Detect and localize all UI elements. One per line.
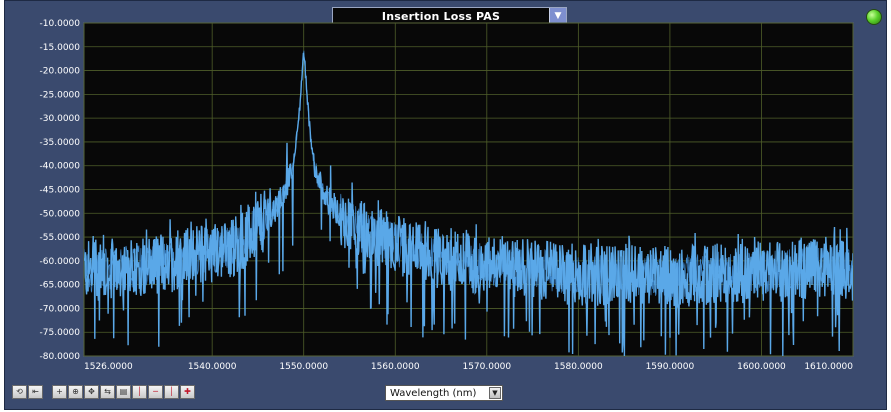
y-tick-label: -55.0000 (40, 233, 81, 243)
zoom-previous-button[interactable]: ⇤ (28, 385, 43, 399)
measurement-select-label: Insertion Loss PAS (381, 9, 501, 23)
y-axis: -10.0000 -15.0000 -20.0000 -25.0000 -30.0000… (40, 19, 81, 362)
crosshair-button[interactable]: + (52, 385, 67, 399)
status-led-icon (866, 9, 882, 25)
y-tick-label: -60.0000 (40, 257, 81, 267)
y-tick-label: -10.0000 (40, 19, 81, 29)
y-tick-label: -70.0000 (40, 304, 81, 314)
x-tick-label: 1580.0000 (554, 362, 603, 372)
y-tick-label: -65.0000 (40, 281, 81, 291)
x-tick-label: 1540.0000 (188, 362, 237, 372)
pan-button[interactable]: ✥ (84, 385, 99, 399)
y-tick-label: -80.0000 (40, 352, 81, 362)
chart-toolbar: ⟲ ⇤ + ⊕ ✥ ⇆ ▤ │ ─ │ ✚ (12, 385, 196, 401)
zoom-reset-button[interactable]: ⟲ (12, 385, 27, 399)
marker-line-button[interactable]: ─ (148, 385, 163, 399)
chevron-down-icon[interactable]: ▼ (489, 387, 501, 399)
marker-add-button[interactable]: ✚ (180, 385, 195, 399)
x-tick-label: 1570.0000 (462, 362, 511, 372)
xaxis-unit-select[interactable]: Wavelength (nm) ▼ (385, 385, 503, 401)
zoom-box-button[interactable]: ⊕ (68, 385, 83, 399)
series-trace (84, 52, 853, 356)
x-axis: 1526.0000 1540.0000 1550.0000 1560.0000 1570… (84, 362, 853, 372)
y-tick-label: -30.0000 (40, 114, 81, 124)
x-tick-label: 1610.0000 (804, 362, 853, 372)
x-tick-label: 1550.0000 (279, 362, 328, 372)
marker-a-button[interactable]: │ (132, 385, 147, 399)
x-tick-label: 1590.0000 (646, 362, 695, 372)
marker-b-button[interactable]: │ (164, 385, 179, 399)
marker-button[interactable]: ⇆ (100, 385, 115, 399)
y-tick-label: -40.0000 (40, 162, 81, 172)
xaxis-unit-label: Wavelength (nm) (390, 387, 477, 399)
y-tick-label: -15.0000 (40, 43, 81, 53)
y-tick-label: -45.0000 (40, 186, 81, 196)
measurement-select[interactable]: Insertion Loss PAS ▼ (332, 7, 567, 25)
y-tick-label: -20.0000 (40, 67, 81, 77)
y-tick-label: -50.0000 (40, 209, 81, 219)
y-tick-label: -25.0000 (40, 90, 81, 100)
x-tick-label: 1600.0000 (737, 362, 786, 372)
x-tick-label: 1560.0000 (371, 362, 420, 372)
grid-button[interactable]: ▤ (116, 385, 131, 399)
x-tick-label: 1526.0000 (84, 362, 133, 372)
chevron-down-icon[interactable]: ▼ (549, 8, 566, 24)
y-tick-label: -75.0000 (40, 328, 81, 338)
y-tick-label: -35.0000 (40, 138, 81, 148)
